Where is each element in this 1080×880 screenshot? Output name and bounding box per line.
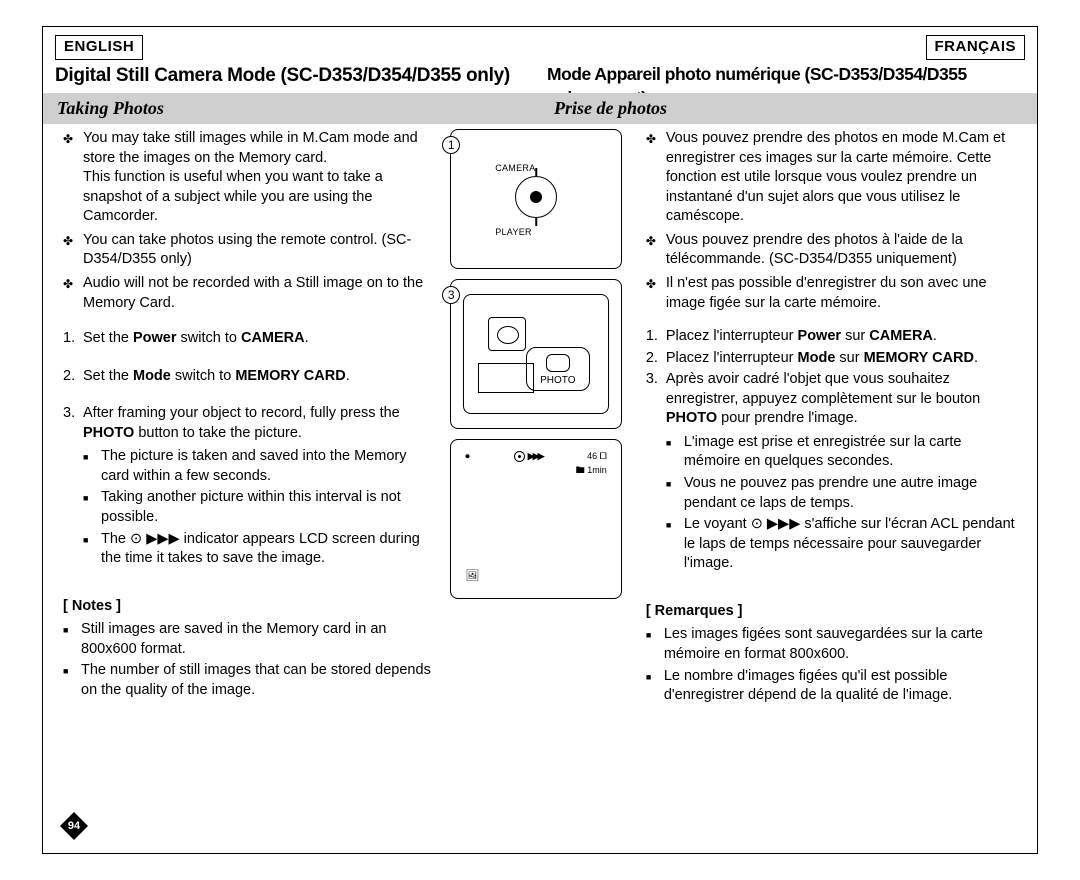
photo-button-icon: PHOTO: [526, 347, 590, 391]
substep-item: The picture is taken and saved into the …: [83, 447, 432, 486]
bullet-item: Vous pouvez prendre des photos à l'aide …: [646, 231, 1019, 270]
step-item: 2.Set the Mode switch to MEMORY CARD.: [63, 367, 432, 387]
lcd-card-icon: 🖼: [465, 569, 479, 584]
subheading-en: Taking Photos: [43, 93, 540, 124]
feature-bullets-en: You may take still images while in M.Cam…: [63, 129, 432, 313]
content-columns: You may take still images while in M.Cam…: [43, 129, 1037, 853]
steps-fr: 1.Placez l'interrupteur Power sur CAMERA…: [646, 327, 1019, 574]
bullet-item: Vous pouvez prendre des photos en mode M…: [646, 129, 1019, 227]
notes-fr: Les images figées sont sauvegardées sur …: [646, 625, 1019, 705]
lcd-top-row: ⏺ ▶▶▶ 46 🞑: [465, 450, 607, 462]
label-camera: CAMERA: [495, 162, 535, 174]
page-number: 94: [59, 811, 89, 841]
diagram-power-switch: 1 CAMERA PLAYER: [450, 129, 622, 269]
substep-item: Taking another picture within this inter…: [83, 488, 432, 527]
mode-knob-icon: [515, 176, 557, 218]
column-french: Vous pouvez prendre des photos en mode M…: [626, 129, 1037, 853]
lcd-count: 46 🞑: [587, 450, 607, 462]
notes-heading-fr: [ Remarques ]: [646, 602, 1019, 622]
step-item: 3.Après avoir cadré l'objet que vous sou…: [646, 370, 1019, 574]
step-item: 3.After framing your object to record, f…: [63, 404, 432, 569]
page-number-badge: 94: [59, 811, 89, 841]
diagram-photo-button: 3 PHOTO: [450, 279, 622, 429]
notes-en: Still images are saved in the Memory car…: [63, 620, 432, 700]
diagram-lcd-screen: ⏺ ▶▶▶ 46 🞑 🖿 1min 🖼: [450, 439, 622, 599]
step-item: 1.Placez l'interrupteur Power sur CAMERA…: [646, 327, 1019, 347]
note-item: Les images figées sont sauvegardées sur …: [646, 625, 1019, 664]
language-badge-english: ENGLISH: [55, 35, 143, 60]
substep-item: Vous ne pouvez pas prendre une autre ima…: [666, 474, 1019, 513]
substep-item: Le voyant ⊙ ▶▶▶ s'affiche sur l'écran AC…: [666, 515, 1019, 574]
substeps-fr: L'image est prise et enregistrée sur la …: [666, 433, 1019, 574]
step-marker-3: 3: [442, 286, 460, 304]
step-item: 1.Set the Power switch to CAMERA.: [63, 329, 432, 349]
subheading-row: Taking Photos Prise de photos: [43, 93, 1037, 124]
step-item: 2.Placez l'interrupteur Mode sur MEMORY …: [646, 349, 1019, 369]
subheading-fr: Prise de photos: [540, 93, 1037, 124]
column-diagrams: 1 CAMERA PLAYER 3 PHOTO ⏺ ▶▶▶ 4: [446, 129, 626, 853]
lcd-shutter-icon: [514, 451, 525, 462]
viewfinder-icon: [488, 317, 526, 351]
label-player: PLAYER: [495, 226, 532, 238]
bullet-item: Il n'est pas possible d'enregistrer du s…: [646, 274, 1019, 313]
column-english: You may take still images while in M.Cam…: [43, 129, 446, 853]
camcorder-outline-icon: PHOTO: [463, 294, 609, 414]
bullet-item: You may take still images while in M.Cam…: [63, 129, 432, 227]
note-item: Still images are saved in the Memory car…: [63, 620, 432, 659]
note-item: The number of still images that can be s…: [63, 661, 432, 700]
lcd-rec-icon: ⏺: [465, 450, 470, 462]
lcd-forward-icon: ▶▶▶: [528, 451, 543, 461]
step-marker-1: 1: [442, 136, 460, 154]
substeps-en: The picture is taken and saved into the …: [83, 447, 432, 568]
bullet-item: You can take photos using the remote con…: [63, 231, 432, 270]
manual-page: ENGLISH FRANÇAIS Digital Still Camera Mo…: [42, 26, 1038, 854]
bullet-item: Audio will not be recorded with a Still …: [63, 274, 432, 313]
feature-bullets-fr: Vous pouvez prendre des photos en mode M…: [646, 129, 1019, 313]
notes-heading-en: [ Notes ]: [63, 597, 432, 617]
substep-item: L'image est prise et enregistrée sur la …: [666, 433, 1019, 472]
steps-en: 1.Set the Power switch to CAMERA. 2.Set …: [63, 329, 432, 569]
note-item: Le nombre d'images figées qu'il est poss…: [646, 667, 1019, 706]
lcd-time: 🖿 1min: [576, 464, 607, 476]
language-badge-french: FRANÇAIS: [926, 35, 1026, 60]
substep-item: The ⊙ ▶▶▶ indicator appears LCD screen d…: [83, 530, 432, 569]
